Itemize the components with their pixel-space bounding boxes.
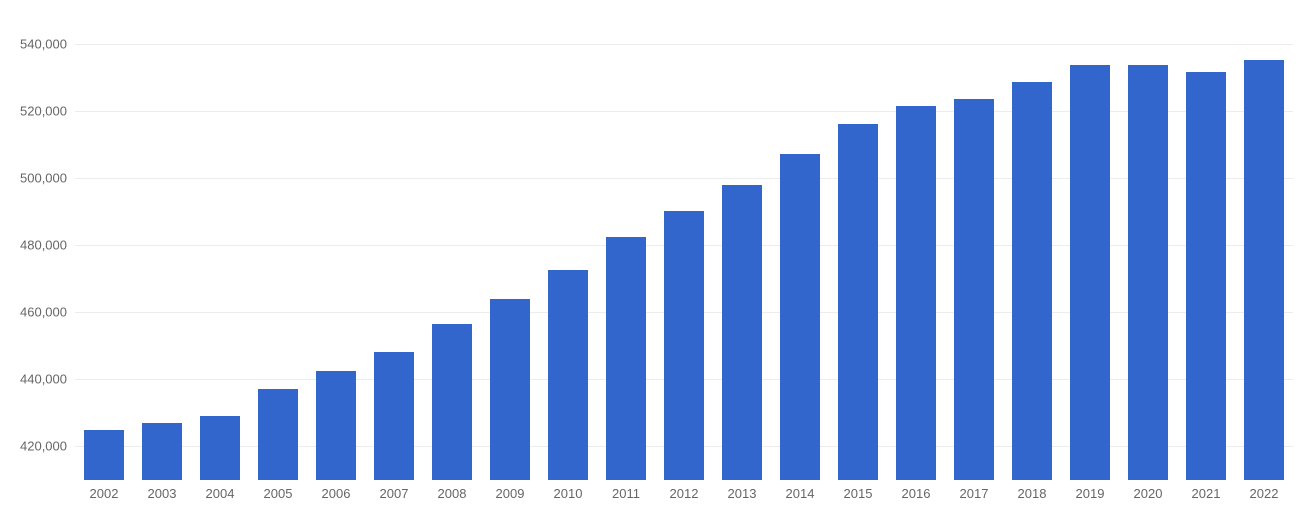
bar-slot: 2020 bbox=[1119, 10, 1177, 480]
x-tick-label: 2015 bbox=[844, 480, 873, 501]
y-tick-label: 500,000 bbox=[20, 170, 75, 185]
bar-slot: 2013 bbox=[713, 10, 771, 480]
bar-slot: 2021 bbox=[1177, 10, 1235, 480]
y-tick-label: 420,000 bbox=[20, 439, 75, 454]
bar bbox=[1012, 82, 1053, 480]
bar bbox=[84, 430, 125, 480]
x-tick-label: 2010 bbox=[554, 480, 583, 501]
bar-slot: 2004 bbox=[191, 10, 249, 480]
bar bbox=[142, 423, 183, 480]
bar bbox=[548, 270, 589, 480]
x-tick-label: 2020 bbox=[1134, 480, 1163, 501]
bar bbox=[316, 371, 357, 480]
x-tick-label: 2008 bbox=[438, 480, 467, 501]
x-tick-label: 2021 bbox=[1192, 480, 1221, 501]
x-tick-label: 2006 bbox=[322, 480, 351, 501]
plot-area: 2002200320042005200620072008200920102011… bbox=[75, 10, 1293, 480]
bar bbox=[780, 154, 821, 480]
bar bbox=[432, 324, 473, 480]
y-tick-label: 460,000 bbox=[20, 305, 75, 320]
bar-slot: 2005 bbox=[249, 10, 307, 480]
bar bbox=[896, 106, 937, 480]
x-tick-label: 2014 bbox=[786, 480, 815, 501]
bar bbox=[374, 352, 415, 480]
y-tick-label: 520,000 bbox=[20, 103, 75, 118]
bar bbox=[200, 416, 241, 480]
bar bbox=[1070, 65, 1111, 480]
y-tick-label: 540,000 bbox=[20, 36, 75, 51]
x-tick-label: 2004 bbox=[206, 480, 235, 501]
x-tick-label: 2007 bbox=[380, 480, 409, 501]
bar-slot: 2022 bbox=[1235, 10, 1293, 480]
x-tick-label: 2002 bbox=[90, 480, 119, 501]
x-tick-label: 2012 bbox=[670, 480, 699, 501]
bar bbox=[838, 124, 879, 480]
x-tick-label: 2017 bbox=[960, 480, 989, 501]
bar-slot: 2002 bbox=[75, 10, 133, 480]
bar bbox=[1128, 65, 1169, 480]
bar bbox=[490, 299, 531, 480]
x-tick-label: 2018 bbox=[1018, 480, 1047, 501]
bar-slot: 2015 bbox=[829, 10, 887, 480]
bar-slot: 2016 bbox=[887, 10, 945, 480]
bar-slot: 2009 bbox=[481, 10, 539, 480]
bar-slot: 2008 bbox=[423, 10, 481, 480]
bar bbox=[1244, 60, 1285, 480]
bar-slot: 2019 bbox=[1061, 10, 1119, 480]
bar bbox=[606, 237, 647, 480]
bar-slot: 2003 bbox=[133, 10, 191, 480]
bar-slot: 2007 bbox=[365, 10, 423, 480]
x-tick-label: 2013 bbox=[728, 480, 757, 501]
x-tick-label: 2019 bbox=[1076, 480, 1105, 501]
bar-slot: 2014 bbox=[771, 10, 829, 480]
y-tick-label: 440,000 bbox=[20, 372, 75, 387]
bar bbox=[664, 211, 705, 480]
x-tick-label: 2005 bbox=[264, 480, 293, 501]
y-tick-label: 480,000 bbox=[20, 238, 75, 253]
x-tick-label: 2016 bbox=[902, 480, 931, 501]
bar-slot: 2018 bbox=[1003, 10, 1061, 480]
bar bbox=[954, 99, 995, 480]
bar-slot: 2017 bbox=[945, 10, 1003, 480]
x-tick-label: 2022 bbox=[1250, 480, 1279, 501]
bar bbox=[1186, 72, 1227, 480]
bar bbox=[722, 185, 763, 480]
bar-slot: 2011 bbox=[597, 10, 655, 480]
x-tick-label: 2003 bbox=[148, 480, 177, 501]
bar bbox=[258, 389, 299, 480]
bar-slot: 2006 bbox=[307, 10, 365, 480]
x-tick-label: 2009 bbox=[496, 480, 525, 501]
bar-chart: 420,000 440,000 460,000 480,000 500,000 520,0… bbox=[0, 0, 1305, 510]
bar-slot: 2012 bbox=[655, 10, 713, 480]
x-tick-label: 2011 bbox=[612, 480, 640, 501]
bar-slot: 2010 bbox=[539, 10, 597, 480]
